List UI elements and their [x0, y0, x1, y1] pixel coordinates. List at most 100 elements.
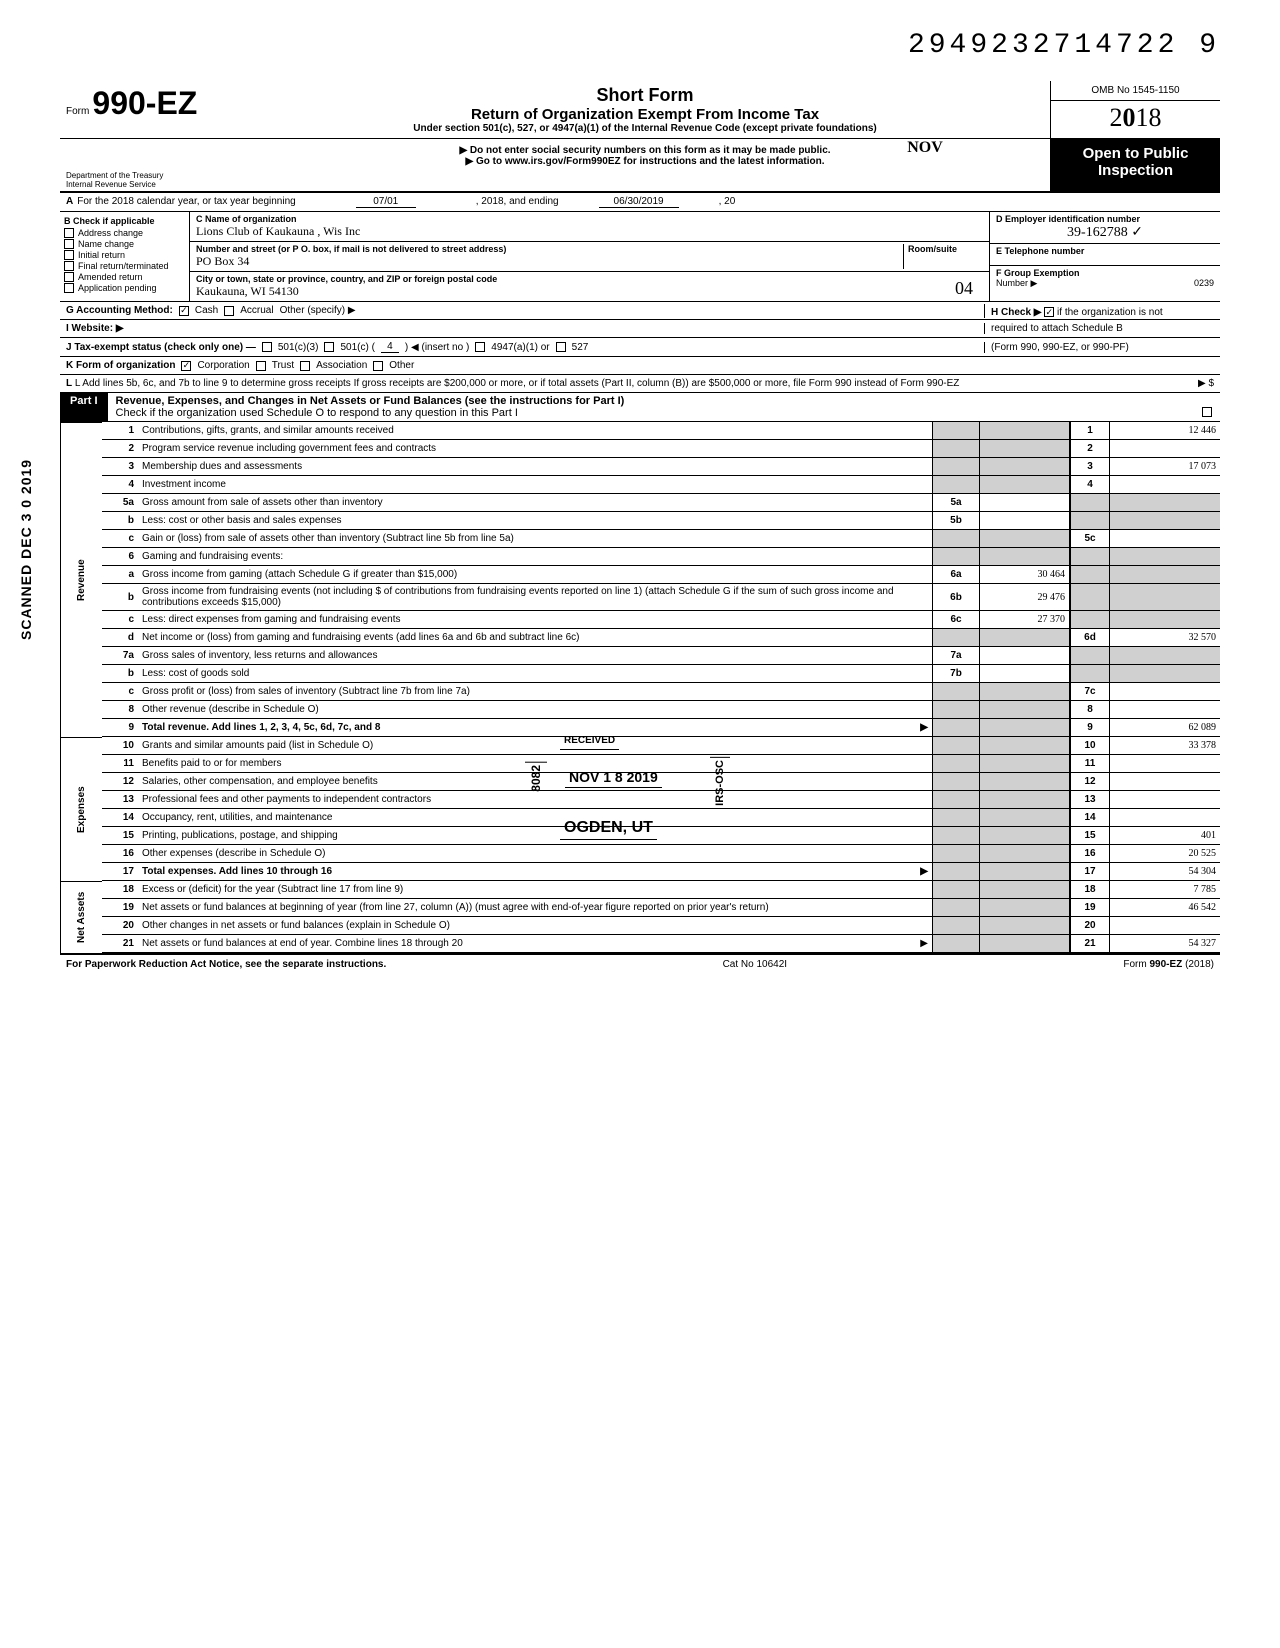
- line-no: c: [102, 530, 138, 548]
- line-no: 21: [102, 935, 138, 953]
- col-b-item: Name change: [64, 239, 185, 249]
- right-val: [1110, 791, 1220, 809]
- line-no: 1: [102, 422, 138, 440]
- inner-val: [980, 935, 1070, 953]
- inner-no: 6a: [932, 566, 980, 584]
- inner-val: 30 464: [980, 566, 1070, 584]
- inner-val: [980, 755, 1070, 773]
- stamp-irs: IRS-OSC: [710, 757, 730, 808]
- right-val: [1110, 683, 1220, 701]
- part1-check-text: Check if the organization used Schedule …: [116, 407, 518, 419]
- inner-no: [932, 683, 980, 701]
- line-desc: Less: cost of goods sold: [138, 665, 932, 683]
- line-desc: Gross income from gaming (attach Schedul…: [138, 566, 932, 584]
- other-checkbox[interactable]: [373, 361, 383, 371]
- cash-label: Cash: [195, 305, 218, 316]
- col-b-checkbox[interactable]: [64, 283, 74, 293]
- h-checkbox[interactable]: ✓: [1044, 307, 1054, 317]
- line-no: 19: [102, 899, 138, 917]
- inner-no: [932, 791, 980, 809]
- section-label: Revenue: [60, 422, 102, 737]
- trust-checkbox[interactable]: [256, 361, 266, 371]
- inner-no: [932, 440, 980, 458]
- col-b-checkbox[interactable]: [64, 239, 74, 249]
- 4947-label: 4947(a)(1) or: [491, 342, 549, 353]
- right-val: [1110, 548, 1220, 566]
- line-desc: Gross amount from sale of assets other t…: [138, 494, 932, 512]
- right-val: [1110, 611, 1220, 629]
- right-val: [1110, 647, 1220, 665]
- right-no: 3: [1070, 458, 1110, 476]
- h-label: H Check ▶: [991, 307, 1041, 318]
- right-val: [1110, 773, 1220, 791]
- part1-checkbox[interactable]: [1202, 407, 1212, 417]
- line-desc: Program service revenue including govern…: [138, 440, 932, 458]
- right-no: 5c: [1070, 530, 1110, 548]
- col-b-checkbox[interactable]: [64, 261, 74, 271]
- line-a: A For the 2018 calendar year, or tax yea…: [60, 193, 1220, 212]
- right-no: [1070, 494, 1110, 512]
- col-b: B Check if applicable Address changeName…: [60, 212, 190, 301]
- col-b-label: Address change: [78, 228, 143, 238]
- website-label: I Website: ▶: [66, 323, 124, 334]
- line-no: b: [102, 512, 138, 530]
- footer: For Paperwork Reduction Act Notice, see …: [60, 953, 1220, 974]
- right-val: 7 785: [1110, 881, 1220, 899]
- right-val: [1110, 755, 1220, 773]
- k-label: K Form of organization: [66, 360, 175, 371]
- right-val: 33 378: [1110, 737, 1220, 755]
- inner-no: [932, 719, 980, 737]
- line-desc: Less: cost or other basis and sales expe…: [138, 512, 932, 530]
- other-label: Other (specify) ▶: [280, 305, 356, 316]
- col-b-item: Application pending: [64, 283, 185, 293]
- right-no: 12: [1070, 773, 1110, 791]
- stamp-ogden: OGDEN, UT: [560, 817, 657, 840]
- right-no: [1070, 647, 1110, 665]
- right-no: 1: [1070, 422, 1110, 440]
- inner-no: [932, 548, 980, 566]
- inner-val: 29 476: [980, 584, 1070, 611]
- line-desc: Gain or (loss) from sale of assets other…: [138, 530, 932, 548]
- line-no: 8: [102, 701, 138, 719]
- dept-2: Internal Revenue Service: [66, 180, 234, 189]
- 501c-checkbox[interactable]: [324, 342, 334, 352]
- line-desc: Occupancy, rent, utilities, and maintena…: [138, 809, 932, 827]
- inner-no: [932, 899, 980, 917]
- form-prefix: Form: [66, 106, 89, 117]
- cash-checkbox[interactable]: ✓: [179, 306, 189, 316]
- org-city: Kaukauna, WI 54130: [196, 284, 955, 299]
- line-desc: Gross profit or (loss) from sales of inv…: [138, 683, 932, 701]
- inner-no: [932, 755, 980, 773]
- right-no: 9: [1070, 719, 1110, 737]
- 527-checkbox[interactable]: [556, 342, 566, 352]
- h-tail: if the organization is not: [1057, 307, 1163, 318]
- assoc-checkbox[interactable]: [300, 361, 310, 371]
- col-b-checkbox[interactable]: [64, 250, 74, 260]
- section-label: Expenses: [60, 737, 102, 881]
- inner-no: [932, 701, 980, 719]
- right-val: [1110, 494, 1220, 512]
- right-no: [1070, 665, 1110, 683]
- line-no: 9: [102, 719, 138, 737]
- 501c3-checkbox[interactable]: [262, 342, 272, 352]
- inner-val: [980, 881, 1070, 899]
- 4947-checkbox[interactable]: [475, 342, 485, 352]
- inner-val: [980, 458, 1070, 476]
- accrual-checkbox[interactable]: [224, 306, 234, 316]
- hand-nov: NOV: [907, 139, 943, 156]
- e-label: E Telephone number: [996, 246, 1214, 256]
- 501c-label-a: 501(c) (: [340, 342, 374, 353]
- col-b-checkbox[interactable]: [64, 272, 74, 282]
- line-desc: Contributions, gifts, grants, and simila…: [138, 422, 932, 440]
- right-no: [1070, 512, 1110, 530]
- right-no: [1070, 584, 1110, 611]
- corp-checkbox[interactable]: ✓: [181, 361, 191, 371]
- col-b-checkbox[interactable]: [64, 228, 74, 238]
- right-val: 12 446: [1110, 422, 1220, 440]
- inner-val: [980, 719, 1070, 737]
- line-no: 2: [102, 440, 138, 458]
- right-val: [1110, 701, 1220, 719]
- line-a-mid: , 2018, and ending: [476, 196, 559, 208]
- corp-label: Corporation: [197, 360, 249, 371]
- l-tail: ▶ $: [1198, 378, 1214, 389]
